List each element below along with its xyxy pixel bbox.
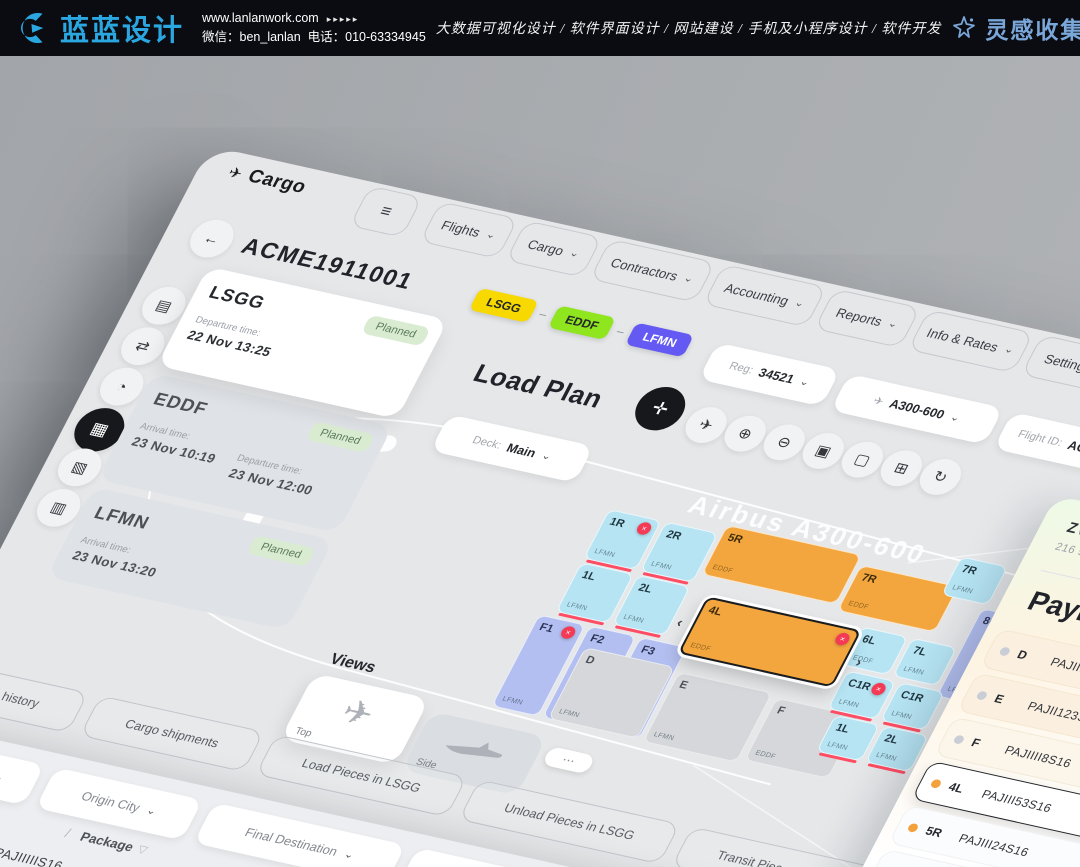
position-label: 7L — [910, 644, 929, 659]
filter-label: Final Destination — [242, 825, 341, 859]
position-airport: LFMN — [901, 665, 926, 677]
zoom-in-icon: ⊕ — [734, 424, 756, 444]
agency-logo[interactable]: 蓝蓝设计 — [0, 7, 184, 49]
nav-item-label: Info & Rates — [924, 324, 1002, 355]
agency-logo-icon — [20, 12, 44, 44]
chevron-down-icon: ⌄ — [0, 770, 7, 784]
map-icon: ▣ — [812, 442, 835, 461]
chevron-down-icon: ⌄ — [797, 375, 813, 389]
back-arrow-icon: ← — [200, 229, 224, 249]
transfer-icon: ⇄ — [132, 337, 153, 356]
payload-package: PAJIII24S16 — [956, 831, 1032, 860]
payload-status-dot — [929, 778, 943, 789]
route-dash: – — [614, 324, 628, 339]
boarding-pass-icon: ▤ — [152, 296, 175, 316]
clock-icon: ◔ — [113, 377, 131, 396]
agency-site[interactable]: www.lanlanwork.com — [202, 10, 319, 25]
agency-contact: www.lanlanwork.com ▸▸▸▸▸ 微信：ben_lanlan 电话… — [202, 9, 426, 48]
position-airport: LFMN — [889, 710, 913, 722]
fit-screen-icon: ▢ — [851, 450, 874, 470]
plane-top-icon: ✈ — [695, 416, 717, 435]
position-airport: LFMN — [874, 751, 898, 763]
chevron-down-icon: ⌄ — [341, 847, 357, 861]
payload-status-dot — [998, 645, 1012, 657]
nav-item-label: Reports — [833, 304, 886, 329]
position-airport: LFMN — [649, 560, 673, 572]
nav-item-label: Settings — [1041, 350, 1080, 375]
views-switcher: ✈ Top Side — [210, 146, 1080, 796]
payload-status-dot — [975, 690, 989, 701]
chevron-down-icon: ⌄ — [567, 246, 583, 260]
view-option-label: Top — [292, 725, 314, 740]
nav-item-label: Contractors — [608, 254, 681, 284]
nav-item-label: Cargo — [525, 236, 567, 258]
payload-header-value: 216 9 — [1052, 541, 1080, 559]
ellipsis-icon: ⋯ — [559, 752, 578, 768]
plane-side-view-icon — [417, 720, 535, 777]
agency-phone: 电话：010-63334945 — [307, 30, 426, 44]
refresh-icon: ↻ — [930, 468, 951, 487]
payload-status-dot — [906, 822, 920, 833]
reg-value: 34521 — [755, 365, 797, 387]
flight-id-label: Flight ID: — [1015, 428, 1065, 449]
nav-item-label: Flights — [438, 217, 484, 240]
filter-label: Origin City — [78, 789, 143, 815]
position-airport: LFMN — [500, 695, 525, 707]
position-airport: LFMN — [950, 584, 974, 596]
position-label: C1R — [898, 689, 926, 705]
agency-services: 大数据可视化设计 / 软件界面设计 / 网站建设 / 手机及小程序设计 / 软件… — [435, 22, 942, 37]
chevron-down-icon: ⌄ — [947, 410, 963, 424]
position-label: 2L — [636, 581, 655, 596]
chevron-down-icon: ⌄ — [483, 227, 499, 241]
inspiration-collect[interactable]: 灵感收集 — [951, 11, 1080, 45]
chevron-down-icon: ⌄ — [792, 296, 808, 310]
chevron-down-icon: ⌄ — [144, 804, 160, 818]
agency-wechat: 微信：ben_lanlan — [202, 30, 301, 44]
print-icon: ⊞ — [890, 459, 912, 478]
chevron-down-icon: ⌄ — [1002, 342, 1017, 356]
position-label: 1L — [833, 721, 852, 736]
route-dash: – — [536, 306, 550, 322]
agency-brand-name: 蓝蓝设计 — [60, 15, 185, 47]
plane-top-view-icon: ✈ — [334, 693, 381, 735]
segment-field: Arrival time: 23 Nov 13:20 — [70, 535, 166, 580]
aircraft-value: A300-600 — [886, 396, 948, 422]
sparkle-icon — [953, 16, 976, 38]
segment-field: Departure time: 23 Nov 12:00 — [226, 453, 322, 498]
cargo-app: ✈ Cargo ≡ Flights ⌄ Cargo ⌄ Contractors ⌄ Acco… — [0, 146, 1080, 867]
package-icon: ▦ — [87, 418, 112, 440]
agency-banner: 蓝蓝设计 www.lanlanwork.com ▸▸▸▸▸ 微信：ben_lanl… — [0, 0, 1080, 56]
position-label: 1L — [579, 569, 598, 584]
inspiration-collect-label: 灵感收集 — [985, 18, 1080, 43]
position-airport: LFMN — [825, 741, 849, 752]
position-label: 2R — [663, 528, 684, 543]
chevron-down-icon: ⌄ — [681, 271, 697, 285]
mockup-scene: ✈ Cargo ≡ Flights ⌄ Cargo ⌄ Contractors ⌄ Acco… — [0, 56, 1080, 867]
arrows-icon: ▸▸▸▸▸ — [326, 13, 360, 24]
handover-icon: ▥ — [47, 498, 70, 518]
plane-small-icon: ✈ — [871, 394, 886, 408]
move-icon: ✛ — [648, 397, 673, 420]
clipboard-icon: ▧ — [68, 458, 91, 478]
payload-title: Payload — [1022, 585, 1080, 638]
segment-field: Departure time: 22 Nov 13:25 — [185, 315, 281, 360]
position-airport: LFMN — [621, 613, 646, 625]
flight-id-value: ACME1911001 — [1065, 438, 1080, 470]
payload-header-code: ZV — [1063, 519, 1080, 540]
chevron-down-icon: ⌄ — [885, 317, 901, 331]
nav-item-label: Accounting — [721, 280, 792, 308]
position-label: 6L — [859, 633, 879, 648]
position-airport: LFMN — [592, 548, 617, 559]
position-label: 7R — [959, 563, 979, 578]
position-label: 2L — [882, 732, 901, 747]
segment-field: Arrival time: 23 Nov 10:19 — [124, 421, 225, 475]
reg-label: Reg: — [726, 360, 756, 377]
zoom-out-icon: ⊖ — [773, 433, 795, 452]
payload-status-dot — [952, 734, 966, 745]
hamburger-icon: ≡ — [376, 201, 396, 221]
position-airport: LFMN — [565, 601, 589, 613]
position-airport: LFMN — [837, 698, 861, 710]
view-option-side[interactable]: Side — [401, 711, 548, 796]
